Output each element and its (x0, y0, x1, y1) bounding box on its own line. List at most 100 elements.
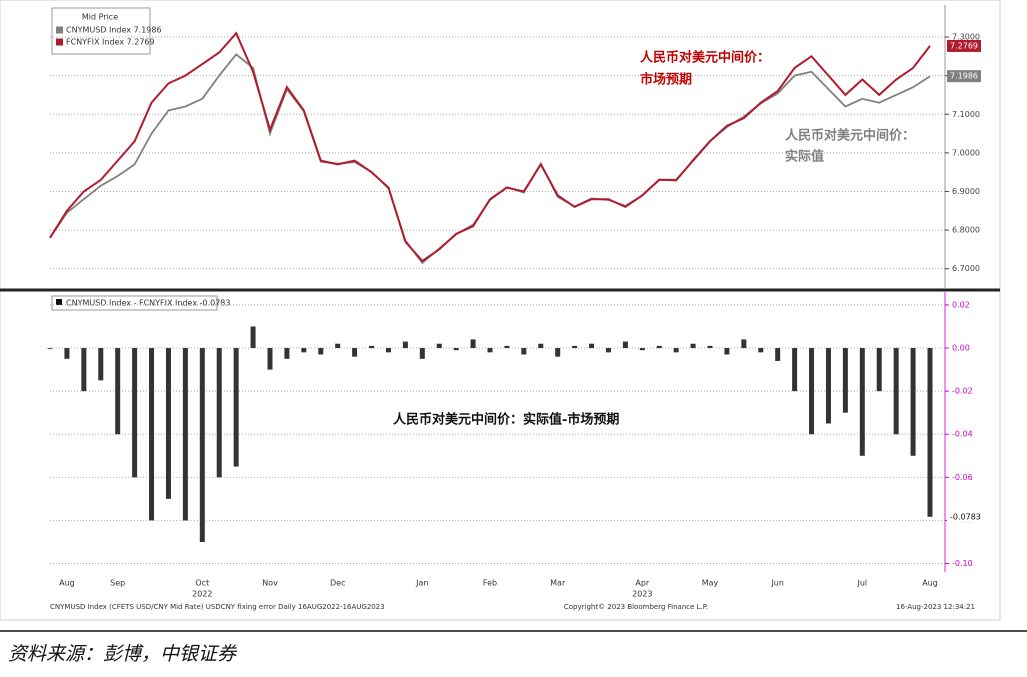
bar (132, 348, 138, 478)
legend-title: Mid Price (82, 13, 118, 22)
bar (707, 345, 713, 349)
y-tick-label: 7.1000 (952, 110, 980, 119)
y-tick-label: 0.02 (952, 300, 970, 309)
y-tick-label: -0.04 (952, 430, 973, 439)
bar (199, 348, 205, 542)
bar (622, 341, 628, 349)
bar (470, 339, 476, 349)
bar (792, 348, 798, 392)
x-tick-label: Dec (330, 579, 345, 588)
bar (165, 348, 171, 499)
legend-label: CNYMUSD Index 7.1986 (66, 26, 162, 35)
bar (98, 348, 104, 381)
bar (453, 348, 459, 351)
bar (436, 343, 442, 349)
bar (402, 341, 408, 349)
x-tick-label: Aug (922, 579, 938, 588)
legend-swatch (56, 38, 63, 46)
x-tick-label: Aug (59, 579, 75, 588)
legend-swatch (56, 26, 63, 34)
bar (639, 348, 645, 351)
bar (927, 348, 933, 517)
y-tick-label: 6.9000 (952, 187, 980, 196)
bar (521, 348, 527, 355)
bar (572, 345, 578, 349)
x-year-label: 2023 (632, 590, 652, 599)
x-tick-label: Sep (110, 579, 125, 588)
bar (250, 326, 256, 349)
bar (233, 348, 239, 467)
legend-swatch (56, 299, 62, 305)
bar (842, 348, 848, 413)
bar (216, 348, 222, 478)
x-tick-label: Apr (635, 579, 650, 588)
legend-box (51, 295, 218, 311)
bar (741, 339, 747, 349)
bar (673, 348, 679, 353)
x-tick-label: Nov (262, 579, 278, 588)
bar (910, 348, 916, 456)
y-tick-label: 7.0000 (952, 148, 980, 157)
y-tick-label: 0.00 (952, 344, 970, 353)
value-tag-label: -0.0783 (950, 512, 981, 521)
bar (385, 348, 391, 353)
bar (724, 348, 730, 355)
bar (487, 348, 493, 353)
bar (605, 348, 611, 353)
y-tick-label: 6.7000 (952, 264, 980, 273)
y-tick-label: 6.8000 (952, 226, 980, 235)
value-tag (947, 39, 981, 52)
x-tick-label: Mar (550, 579, 566, 588)
bar (504, 345, 510, 349)
bar (47, 348, 53, 349)
legend-label: CNYMUSD Index - FCNYFIX Index -0.0783 (66, 299, 230, 308)
bar (64, 348, 70, 359)
value-tag (947, 70, 981, 83)
x-tick-label: Jul (856, 579, 867, 588)
x-tick-label: Feb (483, 579, 497, 588)
x-tick-label: May (702, 579, 719, 588)
footer-left: CNYMUSD Index (CFETS USD/CNY Mid Rate) U… (50, 603, 385, 611)
bar (81, 348, 87, 392)
bar (149, 348, 155, 521)
footer-right: 16-Aug-2023 12:34:21 (896, 603, 975, 611)
line-series (49, 31, 931, 263)
bar (893, 348, 899, 435)
y-tick-label: -0.10 (952, 559, 973, 568)
value-tag-label: 7.2769 (950, 41, 978, 50)
bar (301, 348, 307, 353)
x-tick-label: Jun (770, 579, 784, 588)
bar (690, 343, 696, 349)
y-tick-label: 7.3000 (952, 33, 980, 42)
bar (182, 348, 188, 521)
bar (809, 348, 815, 435)
footer-center: Copyright© 2023 Bloomberg Finance L.P. (564, 603, 708, 611)
value-tag (947, 510, 981, 523)
bar (876, 348, 882, 392)
source: 资料来源：彭博，中银证券 (8, 643, 238, 665)
annotation: 人民币对美元中间价： (785, 128, 915, 144)
bar (369, 345, 375, 349)
bar (859, 348, 865, 456)
bar (825, 348, 831, 424)
legend-box (51, 7, 151, 55)
annotation: 实际值 (785, 149, 824, 165)
bar (538, 343, 544, 349)
bar (775, 348, 781, 361)
legend-label: FCNYFIX Index 7.2769 (66, 38, 155, 47)
annotation: 人民币对美元中间价： (640, 50, 770, 66)
bar (758, 348, 764, 353)
y-tick-label: -0.06 (952, 473, 973, 482)
annotation: 市场预期 (640, 72, 692, 88)
bar (284, 348, 290, 359)
bar (656, 345, 662, 349)
value-tag-label: 7.1986 (950, 72, 978, 81)
bar (267, 348, 273, 370)
bar (555, 348, 561, 357)
bar (589, 343, 595, 349)
bar (318, 348, 324, 355)
x-tick-label: Oct (195, 579, 209, 588)
bar (335, 343, 341, 349)
x-tick-label: Jan (415, 579, 428, 588)
